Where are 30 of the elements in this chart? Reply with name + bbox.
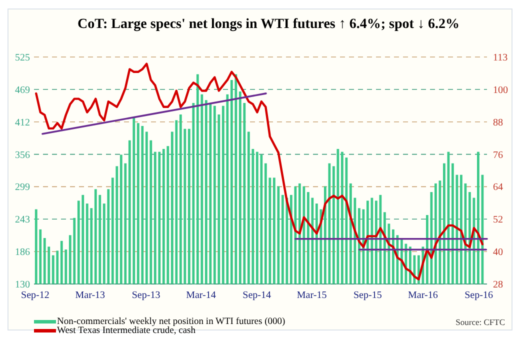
source-note: Source: CFTC: [456, 317, 506, 327]
y-tick-label: 130: [15, 280, 30, 290]
legend-label: Non-commercials' weekly net position in WTI futures (000): [57, 317, 286, 327]
x-tick-label: Sep-13: [132, 290, 160, 301]
x-tick-label: Sep-16: [464, 290, 493, 301]
y-tick-label: 299: [15, 182, 30, 194]
x-tick-label: Mar-16: [408, 290, 438, 301]
y2-tick-label: 113: [493, 52, 508, 64]
x-tick-label: Sep-12: [21, 290, 50, 301]
x-tick-label: Mar-13: [75, 290, 106, 301]
y2-tick-label: 100: [493, 84, 508, 96]
y-tick-label: 243: [15, 214, 30, 226]
y-tick-label: 186: [15, 247, 30, 258]
y2-tick-label: 28: [493, 280, 503, 290]
x-tick-label: Sep-15: [354, 290, 382, 301]
y-tick-label: 469: [15, 84, 30, 96]
y-tick-label: 412: [15, 117, 30, 128]
x-tick-label: Mar-15: [296, 290, 327, 301]
y-tick-label: 356: [15, 150, 30, 161]
chart-title: CoT: Large specs' net longs in WTI futures ↑ 6.4%; spot ↓ 6.2%: [78, 17, 460, 32]
y2-tick-label: 40: [493, 247, 503, 258]
y2-tick-label: 64: [493, 182, 503, 194]
y2-tick-label: 88: [493, 117, 503, 128]
y2-tick-label: 76: [493, 150, 503, 161]
x-tick-label: Sep-14: [242, 290, 272, 301]
legend-label: West Texas Intermediate crude, cash: [57, 326, 196, 336]
y2-tick-label: 52: [493, 214, 503, 226]
line-series: [35, 62, 484, 280]
y-tick-label: 525: [15, 52, 30, 64]
x-tick-label: Mar-14: [186, 290, 216, 301]
